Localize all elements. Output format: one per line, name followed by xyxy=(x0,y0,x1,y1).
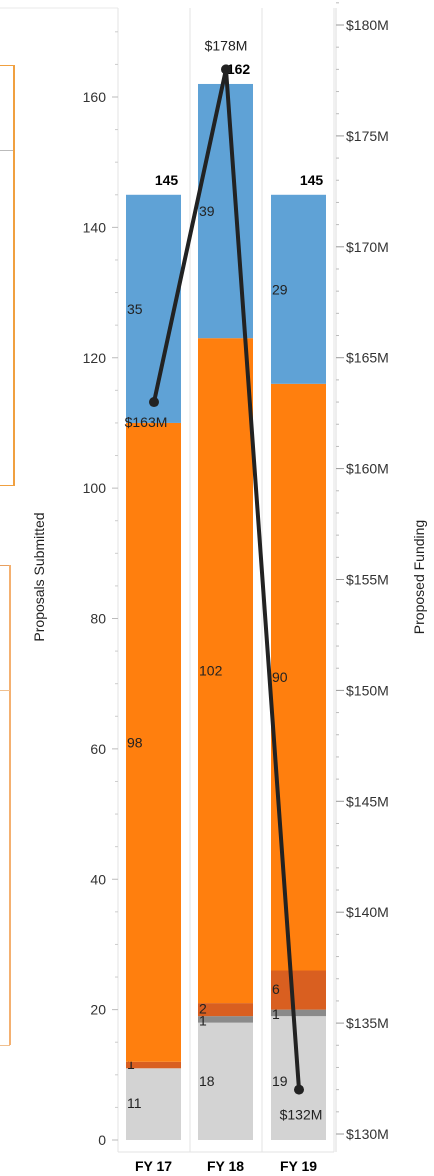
y-tick-label: 20 xyxy=(90,1002,106,1018)
segment-label: 11 xyxy=(127,1095,142,1111)
segment-label: 2 xyxy=(199,1001,207,1017)
bar-segment xyxy=(271,970,326,1010)
segment-label: 102 xyxy=(199,663,223,679)
y2-tick-label: $155M xyxy=(346,572,389,588)
bar-segment xyxy=(126,1068,181,1140)
segment-label: 1 xyxy=(272,1006,280,1022)
segment-label: 19 xyxy=(272,1073,288,1089)
bar-total-label: 145 xyxy=(300,172,324,188)
y2-tick-label: $135M xyxy=(346,1015,389,1031)
y-tick-label: 120 xyxy=(83,350,107,366)
bar-segment xyxy=(198,1003,253,1017)
x-category-label: FY 19 xyxy=(280,1158,317,1174)
bar-segment xyxy=(126,422,181,1062)
bar-segment xyxy=(271,1009,326,1017)
y-tick-label: 40 xyxy=(90,871,106,887)
left-side-panel xyxy=(0,65,15,1046)
y2-tick-label: $140M xyxy=(346,904,389,920)
funding-line-layer: $163M $178M $132M xyxy=(125,37,323,1122)
y2-tick-label: $160M xyxy=(346,461,389,477)
y-tick-label: 100 xyxy=(83,480,107,496)
bar-segment xyxy=(271,194,326,384)
funding-point-label: $163M xyxy=(125,414,168,430)
bar-total-label: 162 xyxy=(227,61,251,77)
y-tick-label: 80 xyxy=(90,611,106,627)
bar-segment xyxy=(198,1016,253,1023)
y2-tick-label: $175M xyxy=(346,128,389,144)
segment-label: 90 xyxy=(272,669,288,685)
bar-total-label: 145 xyxy=(155,172,179,188)
segment-label: 98 xyxy=(127,734,143,750)
y-tick-label: 60 xyxy=(90,741,106,757)
bar-segment xyxy=(198,1022,253,1140)
y2-tick-label: $145M xyxy=(346,793,389,809)
segment-label: 29 xyxy=(272,281,288,297)
bar-segment xyxy=(126,194,181,423)
x-category-label: FY 18 xyxy=(207,1158,244,1174)
funding-point-label: $178M xyxy=(205,37,248,53)
segment-label: 39 xyxy=(199,203,215,219)
segment-label: 18 xyxy=(199,1073,215,1089)
segment-label: 1 xyxy=(199,1013,207,1029)
funding-point xyxy=(149,397,159,408)
bar-segment xyxy=(271,383,326,971)
segment-label: 1 xyxy=(127,1056,135,1072)
segment-label: 6 xyxy=(272,981,280,997)
x-category-label: FY 17 xyxy=(135,1158,172,1174)
y2-tick-label: $170M xyxy=(346,239,389,255)
y-tick-label: 0 xyxy=(98,1132,106,1148)
y2-tick-label: $150M xyxy=(346,682,389,698)
y2-tick-label: $165M xyxy=(346,350,389,366)
y-tick-label: 140 xyxy=(83,219,107,235)
bar-segment xyxy=(126,1061,181,1069)
y-axis-left: 0 20 40 60 80 100 120 140 160 xyxy=(0,7,335,1153)
funding-point xyxy=(294,1084,304,1095)
y2-tick-label: $130M xyxy=(346,1126,389,1142)
y2-tick-label: $180M xyxy=(346,17,389,33)
bar-segment xyxy=(198,338,253,1004)
funding-point-label: $132M xyxy=(280,1107,323,1123)
funding-point xyxy=(221,64,231,75)
y-axis-right: $130M $135M $140M $145M $150M $155M $160M $165M… xyxy=(335,2,389,1152)
y-axis-title: Proposals Submitted xyxy=(31,512,47,641)
y-tick-label: 160 xyxy=(83,89,107,105)
segment-label: 35 xyxy=(127,301,143,317)
y2-axis-title: Proposed Funding xyxy=(411,520,427,634)
x-axis: FY 17 FY 18 FY 19 xyxy=(135,1158,317,1174)
